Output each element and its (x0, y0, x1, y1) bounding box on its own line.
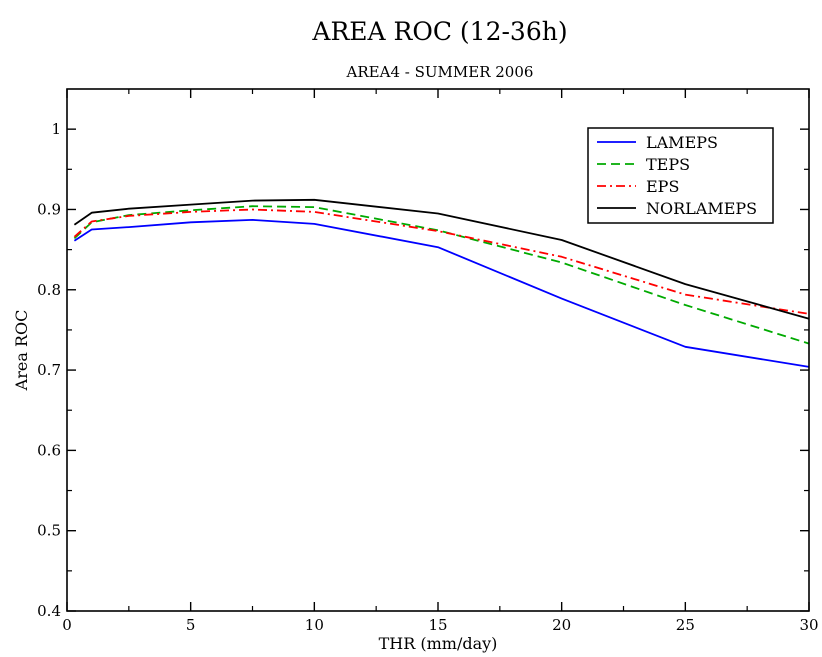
x-tick-label: 0 (62, 616, 72, 634)
x-axis-label: THR (mm/day) (379, 634, 498, 653)
y-tick-label: 0.9 (37, 200, 61, 218)
series-line-eps (73, 208, 810, 315)
legend-label-lameps: LAMEPS (646, 133, 718, 152)
y-tick-label: 0.5 (37, 522, 61, 540)
x-tick-label: 20 (552, 616, 571, 634)
x-tick-label: 15 (428, 616, 447, 634)
x-tick-label: 10 (305, 616, 324, 634)
y-axis-label: Area ROC (12, 310, 31, 392)
series-lines (73, 198, 810, 368)
y-tick-label: 0.8 (37, 281, 61, 299)
series-line-norlameps (73, 198, 810, 320)
chart-title: AREA ROC (12-36h) (311, 17, 567, 46)
legend: LAMEPS TEPS EPS NORLAMEPS (587, 127, 774, 224)
axes: 0 5 10 15 20 25 30 0.4 0.5 0.6 0.7 0.8 0.9 1 (37, 89, 819, 634)
y-tick-label: 0.4 (37, 602, 61, 620)
x-tick-label: 25 (676, 616, 695, 634)
legend-label-teps: TEPS (646, 155, 690, 174)
y-tick-label: 0.6 (37, 441, 61, 459)
y-tick-label: 0.7 (37, 361, 61, 379)
chart-subtitle: AREA4 - SUMMER 2006 (346, 63, 534, 81)
y-tick-label: 1 (51, 120, 61, 138)
x-tick-label: 30 (799, 616, 818, 634)
series-line-teps (73, 205, 810, 345)
x-tick-label: 5 (186, 616, 196, 634)
legend-label-norlameps: NORLAMEPS (646, 199, 757, 218)
legend-label-eps: EPS (646, 177, 679, 196)
series-line-lameps (73, 218, 810, 368)
